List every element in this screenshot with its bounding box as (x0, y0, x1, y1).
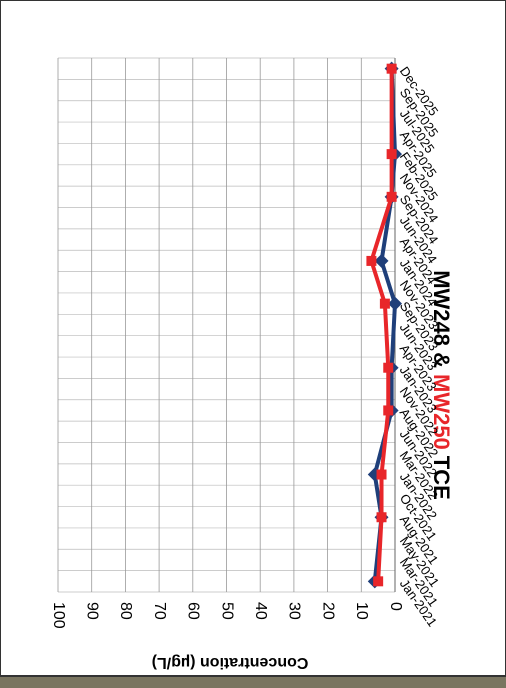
marker (388, 296, 402, 311)
title-part: MW248 & (429, 270, 454, 368)
title-part: MW250 (429, 374, 454, 450)
chart-title: MW248 & MW250 TCE (429, 270, 454, 500)
marker (383, 405, 394, 416)
y-tick-label: 90 (83, 602, 100, 620)
marker (386, 63, 397, 74)
y-tick-label: 80 (117, 602, 134, 620)
y-tick-label: 70 (151, 602, 168, 620)
y-tick-label: 30 (286, 602, 303, 620)
marker (386, 191, 397, 202)
marker (366, 255, 377, 266)
marker (373, 576, 384, 587)
y-tick-label: 50 (218, 602, 235, 620)
y-tick-label: 20 (319, 602, 336, 620)
y-tick-label: 0 (387, 602, 404, 611)
y-tick-label: 60 (185, 602, 202, 620)
marker (383, 362, 394, 373)
y-tick-label: 100 (50, 602, 67, 629)
axis-title: Concentration (µg/L) (152, 654, 309, 671)
marker (376, 512, 387, 523)
marker (376, 469, 387, 480)
y-tick-label: 40 (252, 602, 269, 620)
marker (379, 298, 390, 309)
title-part: TCE (429, 456, 454, 500)
y-tick-label: 10 (353, 602, 370, 620)
marker (374, 253, 389, 268)
series-line (369, 68, 394, 582)
marker (386, 149, 397, 160)
